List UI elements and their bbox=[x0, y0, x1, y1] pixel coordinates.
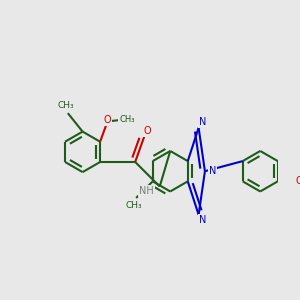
Text: N: N bbox=[199, 117, 206, 127]
Text: O: O bbox=[295, 176, 300, 186]
Text: CH₃: CH₃ bbox=[126, 201, 142, 210]
Text: CH₃: CH₃ bbox=[58, 101, 74, 110]
Text: CH₃: CH₃ bbox=[119, 115, 135, 124]
Text: NH: NH bbox=[140, 186, 154, 196]
Text: N: N bbox=[199, 215, 206, 225]
Text: N: N bbox=[208, 166, 216, 176]
Text: O: O bbox=[104, 115, 111, 124]
Text: O: O bbox=[143, 126, 151, 136]
